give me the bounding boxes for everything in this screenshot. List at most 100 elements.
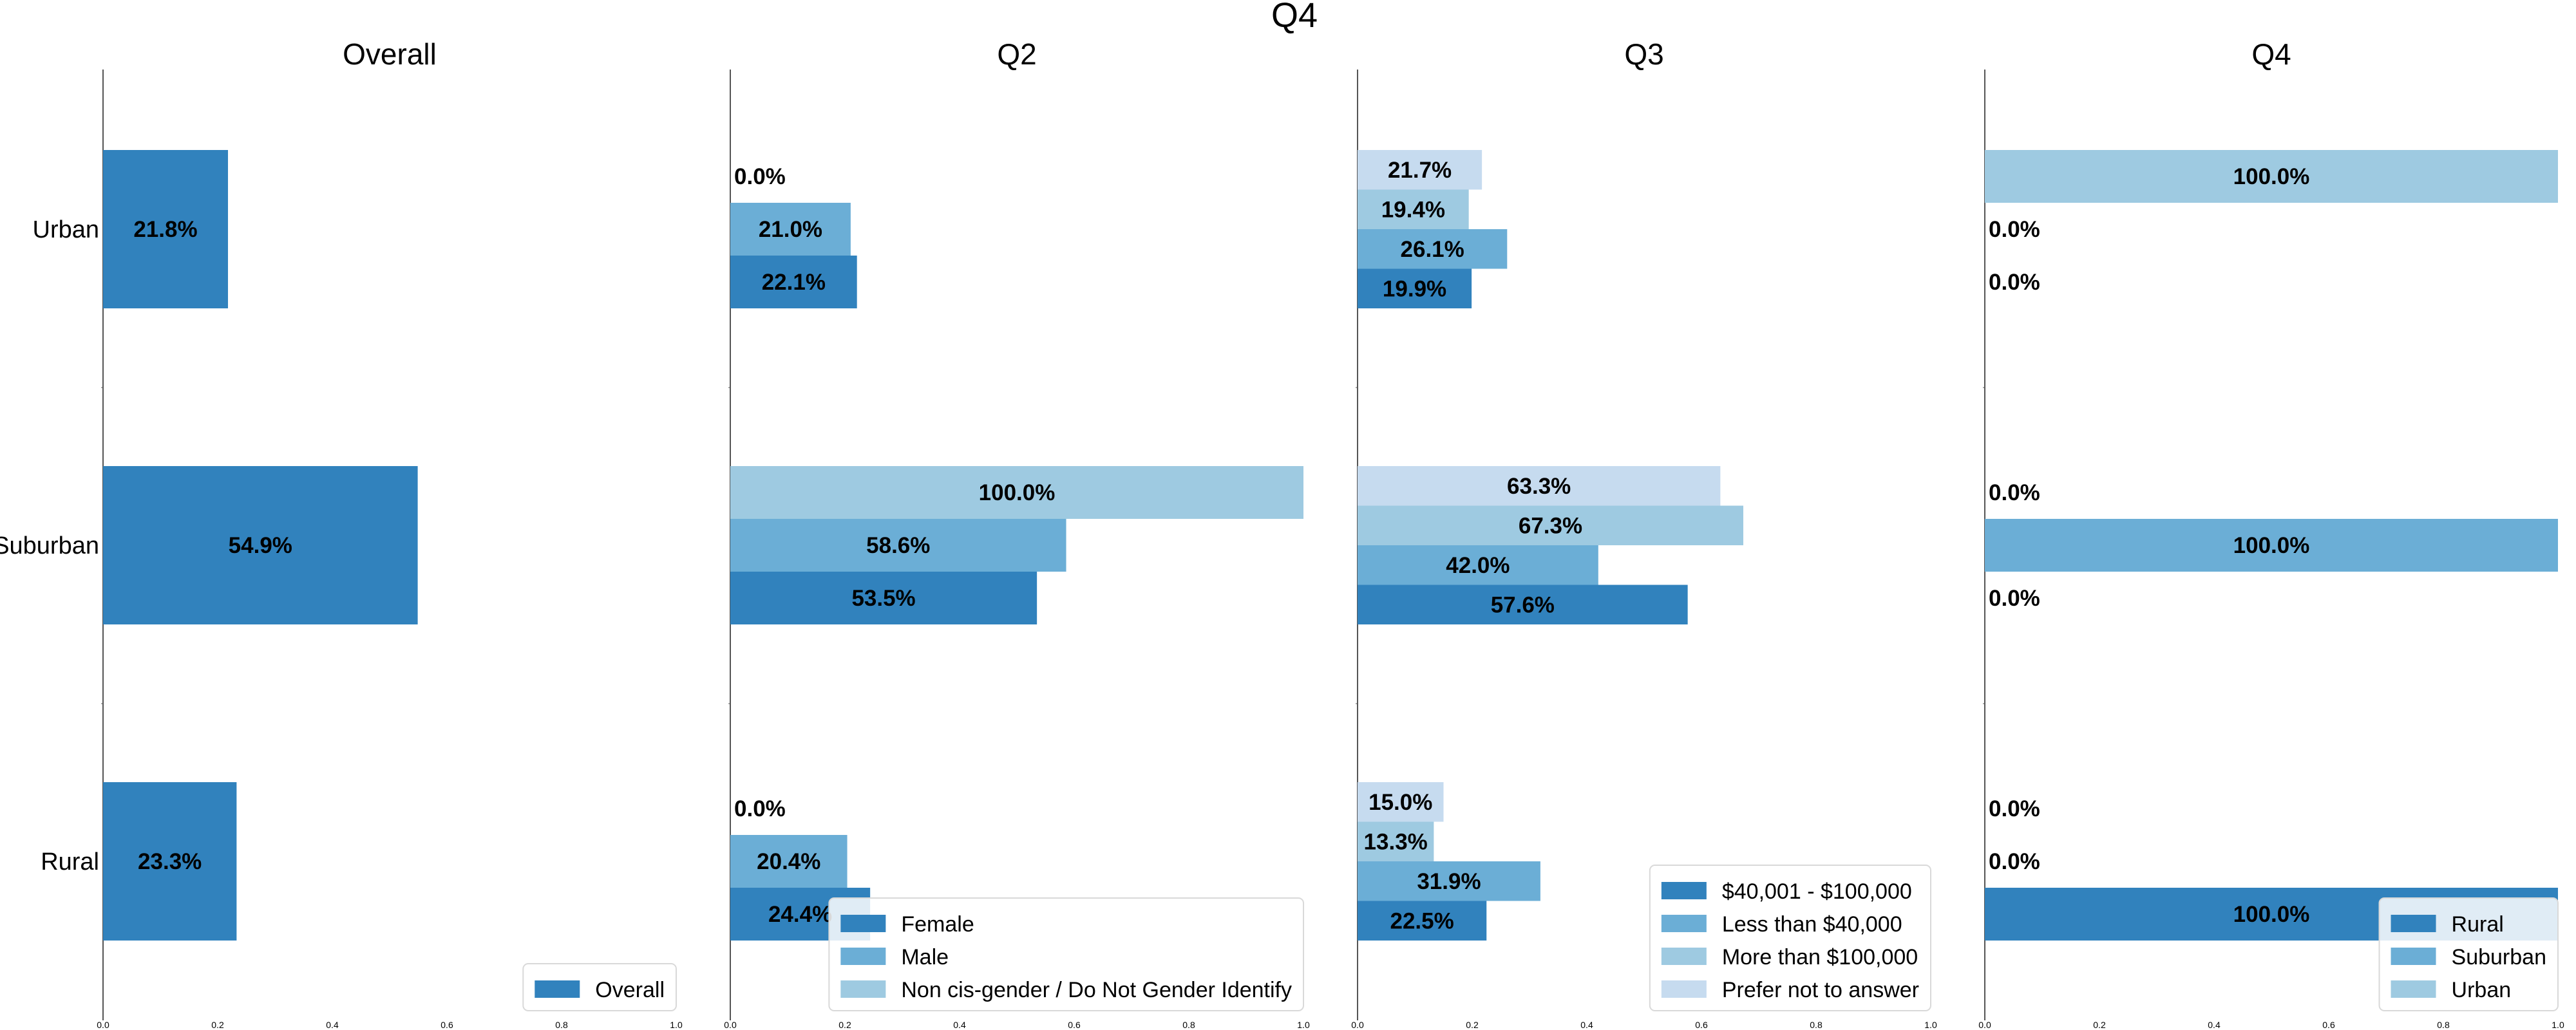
legend-label: Suburban [2452, 945, 2546, 969]
legend-swatch [1661, 915, 1707, 932]
x-tick-label: 0.8 [555, 1020, 568, 1030]
bar [1358, 229, 1508, 269]
legend-swatch [2391, 915, 2436, 932]
bar-value-label: 0.0% [1989, 270, 2040, 295]
panel-title: Q4 [2251, 37, 2291, 71]
bar-value-label: 100.0% [979, 480, 1056, 505]
legend-swatch [2391, 948, 2436, 965]
bar-value-label: 0.0% [1989, 586, 2040, 611]
chart-panel-1: Q2 0.0 0.2 0.4 0.6 0.8 1.0 22.1% 21.0% 0.0% 53.5% 5… [724, 37, 1310, 1030]
x-tick-label: 1.0 [2552, 1020, 2564, 1030]
bar-value-label: 24.4% [768, 902, 832, 927]
bar-value-label: 42.0% [1446, 553, 1510, 578]
legend: $40,001 - $100,000 Less than $40,000 More … [1649, 865, 1931, 1011]
x-tick-label: 0.2 [211, 1020, 224, 1030]
panel-title: Q3 [1624, 37, 1663, 71]
bar-value-label: 15.0% [1368, 790, 1432, 815]
x-tick-label: 0.2 [838, 1020, 851, 1030]
bar-value-label: 31.9% [1417, 869, 1481, 894]
bar-value-label: 100.0% [2233, 533, 2310, 558]
bar [1985, 150, 2558, 203]
x-tick-label: 0.6 [1068, 1020, 1081, 1030]
x-tick-label: 1.0 [1297, 1020, 1310, 1030]
y-tick-label: Suburban [0, 532, 99, 559]
bar-value-label: 19.9% [1383, 276, 1446, 301]
bar [730, 519, 1066, 572]
legend-label: Overall [595, 978, 665, 1002]
x-tick-label: 0.2 [2093, 1020, 2106, 1030]
bar-value-label: 0.0% [1989, 480, 2040, 505]
bar [730, 835, 848, 888]
bar [730, 256, 857, 308]
bar [1358, 505, 1743, 545]
x-tick-label: 0.0 [1978, 1020, 1991, 1030]
bar [103, 150, 229, 308]
legend: Female Male Non cis-gender / Do Not Gender… [828, 897, 1304, 1011]
bar-value-label: 100.0% [2233, 902, 2310, 927]
bar [1985, 519, 2558, 572]
x-tick-label: 0.2 [1466, 1020, 1479, 1030]
legend: Overall [522, 963, 677, 1011]
x-tick-label: 0.4 [326, 1020, 339, 1030]
bar [103, 466, 418, 624]
bar-value-label: 0.0% [1989, 217, 2040, 242]
bar-value-label: 0.0% [734, 796, 786, 821]
panel-title: Overall [343, 37, 437, 71]
legend-label: Less than $40,000 [1722, 912, 1902, 937]
chart-panel-3: Q4 0.0 0.2 0.4 0.6 0.8 1.0 0.0% 0.0% 100.0% 0.0% 10… [1978, 37, 2564, 1030]
bar [1358, 821, 1434, 861]
x-tick-label: 0.6 [2322, 1020, 2335, 1030]
bar-value-label: 21.0% [759, 217, 822, 242]
legend-label: Non cis-gender / Do Not Gender Identify [901, 978, 1292, 1002]
legend-label: $40,001 - $100,000 [1722, 879, 1912, 904]
legend-label: Urban [2452, 978, 2512, 1002]
bar [1358, 466, 1721, 506]
legend-box [828, 897, 1304, 1011]
legend-swatch [2391, 980, 2436, 998]
bar-value-label: 26.1% [1401, 237, 1464, 262]
bar-value-label: 57.6% [1491, 592, 1555, 617]
legend-swatch [1661, 882, 1707, 899]
figure-title: Q4 [1271, 0, 1318, 35]
legend-label: Male [901, 945, 949, 969]
legend-box [522, 963, 677, 1011]
bar-value-label: 58.6% [866, 533, 930, 558]
x-tick-label: 0.0 [97, 1020, 109, 1030]
bar-value-label: 22.5% [1390, 908, 1454, 933]
chart-panel-0: Overall Urban Suburban Rural 0.0 0.2 0.4 0.6 0.8… [0, 37, 683, 1030]
x-tick-label: 0.4 [2208, 1020, 2221, 1030]
bar [730, 466, 1303, 519]
bar-value-label: 23.3% [138, 849, 202, 874]
x-tick-label: 1.0 [1924, 1020, 1937, 1030]
bar-value-label: 100.0% [2233, 164, 2310, 189]
bar-value-label: 0.0% [734, 164, 786, 189]
bar-value-label: 67.3% [1519, 513, 1582, 538]
y-tick-label: Rural [41, 848, 99, 876]
bar [1358, 545, 1598, 585]
legend-label: More than $100,000 [1722, 945, 1918, 969]
legend-swatch [840, 980, 886, 998]
legend-swatch [535, 980, 580, 998]
legend-box [1649, 865, 1931, 1011]
legend-label: Rural [2452, 912, 2504, 937]
bar-value-label: 13.3% [1364, 829, 1428, 854]
bar-value-label: 54.9% [229, 533, 292, 558]
bar-value-label: 20.4% [757, 849, 820, 874]
bar [1358, 585, 1688, 624]
panel-title: Q2 [997, 37, 1036, 71]
chart-panel-2: Q3 0.0 0.2 0.4 0.6 0.8 1.0 19.9% 26.1% 19.4% 21.7%… [1351, 37, 1937, 1030]
x-tick-label: 0.0 [1351, 1020, 1364, 1030]
bar-value-label: 22.1% [762, 270, 826, 295]
x-tick-label: 0.8 [1182, 1020, 1195, 1030]
y-tick-label: Urban [33, 216, 100, 243]
legend-label: Prefer not to answer [1722, 978, 1919, 1002]
x-tick-label: 0.4 [953, 1020, 966, 1030]
x-tick-label: 0.6 [1695, 1020, 1708, 1030]
bar-value-label: 63.3% [1507, 474, 1571, 499]
bar [1358, 268, 1472, 308]
bar [103, 782, 237, 941]
bar [1358, 150, 1482, 190]
x-tick-label: 0.4 [1580, 1020, 1593, 1030]
bar-value-label: 53.5% [851, 586, 915, 611]
